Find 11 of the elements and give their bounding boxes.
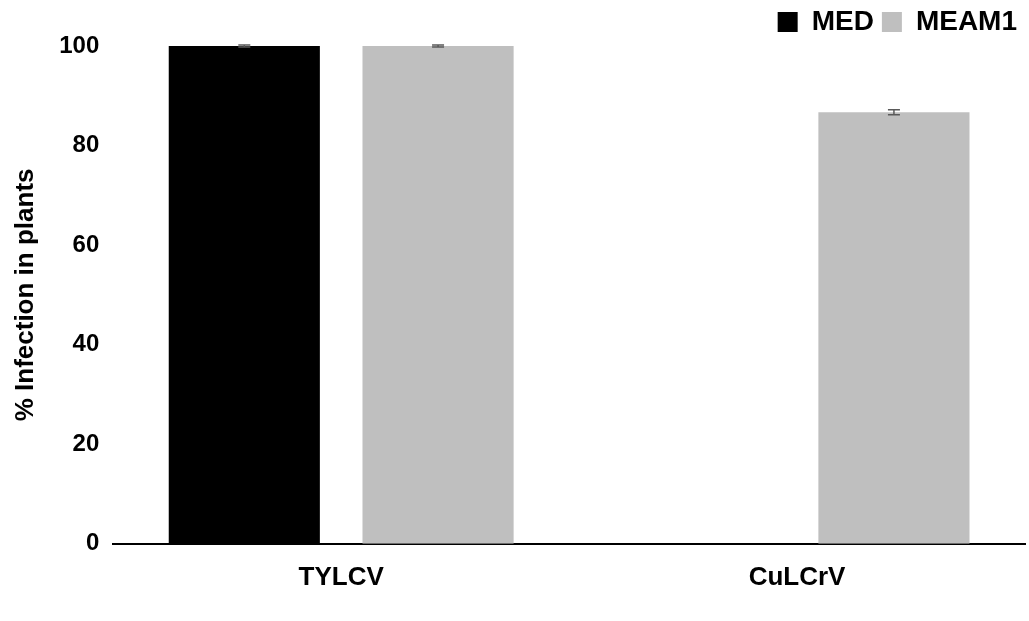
y-tick-label: 100 — [59, 30, 100, 58]
y-tick-label: 60 — [72, 229, 100, 257]
x-tick-label: TYLCV — [298, 560, 385, 591]
y-tick-label: 40 — [72, 329, 100, 357]
y-tick-label: 0 — [85, 528, 100, 556]
y-axis-title: % Infection in plants — [8, 168, 39, 422]
legend-label: MEAM1 — [915, 4, 1018, 36]
x-tick-label: CuLCrV — [748, 560, 847, 591]
y-tick-label: 20 — [72, 428, 100, 456]
legend-label: MED — [811, 4, 874, 36]
y-tick-label: 80 — [72, 130, 100, 158]
